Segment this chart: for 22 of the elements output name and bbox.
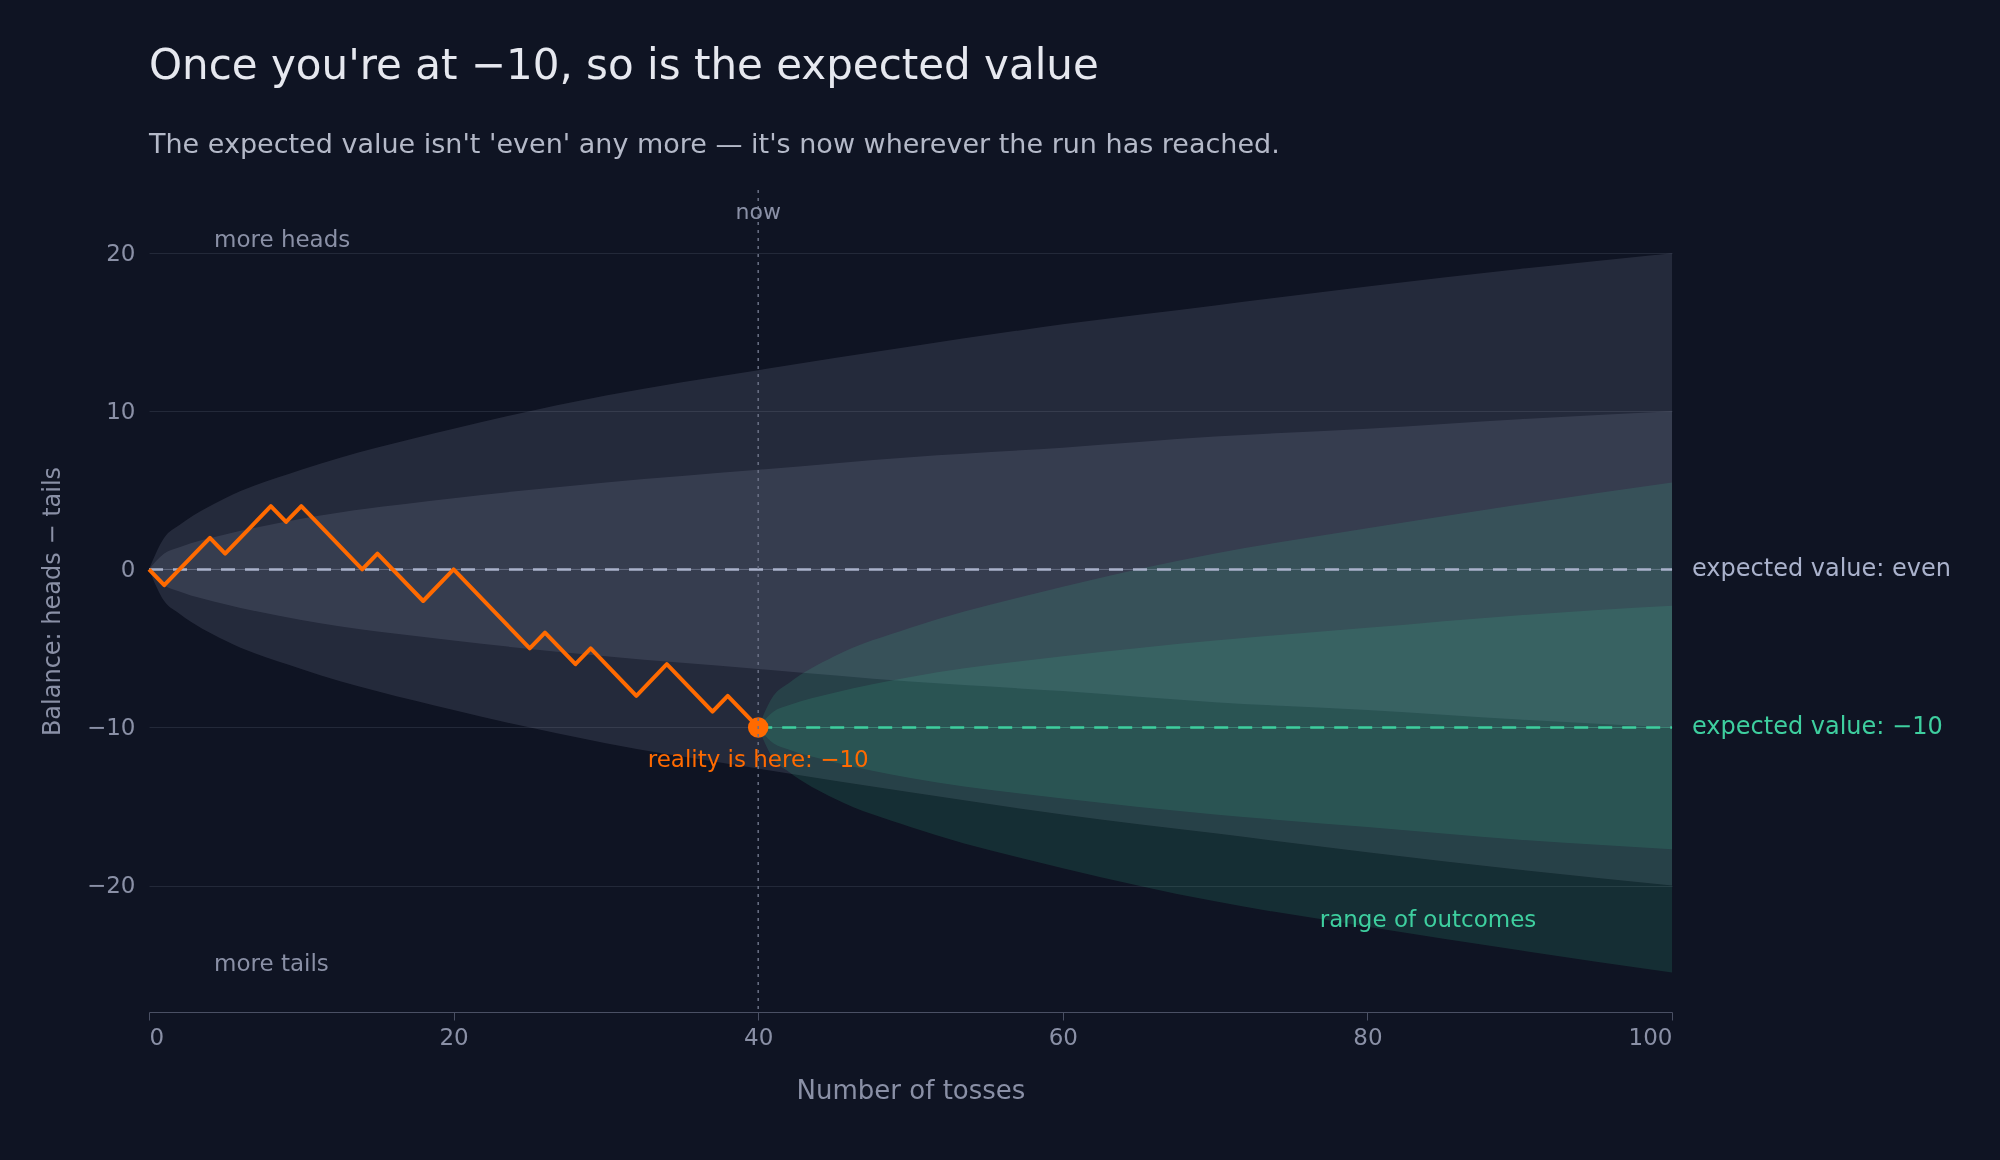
annotation: more heads	[214, 226, 351, 252]
x-tick-label: 0	[149, 1023, 165, 1050]
y-axis-title: Balance: heads − tails	[37, 466, 66, 737]
series-label: expected value: even	[1692, 554, 1951, 583]
x-tick-label: 20	[439, 1023, 469, 1050]
annotation: range of outcomes	[1319, 906, 1537, 932]
x-axis-title: Number of tosses	[796, 1074, 1026, 1105]
y-tick-label: 10	[106, 397, 136, 424]
chart-title: Once you're at −10, so is the expected value	[149, 40, 1099, 90]
x-tick-label: 80	[1353, 1023, 1383, 1050]
x-tick-label: 40	[744, 1023, 774, 1050]
series-label: expected value: −10	[1692, 712, 1943, 741]
x-tick-label: 100	[1628, 1023, 1673, 1050]
y-tick-label: 0	[120, 555, 136, 582]
annotation: more tails	[214, 950, 329, 976]
annotation: reality is here: −10	[647, 746, 869, 773]
y-tick-label: 20	[106, 239, 136, 266]
x-tick-label: 60	[1048, 1023, 1078, 1050]
y-tick-label: −10	[86, 713, 136, 740]
chart-subtitle: The expected value isn't 'even' any more — it's now wherever the run has reached.	[148, 128, 1280, 160]
ref-line-label: now	[735, 199, 781, 224]
y-tick-label: −20	[86, 872, 136, 899]
